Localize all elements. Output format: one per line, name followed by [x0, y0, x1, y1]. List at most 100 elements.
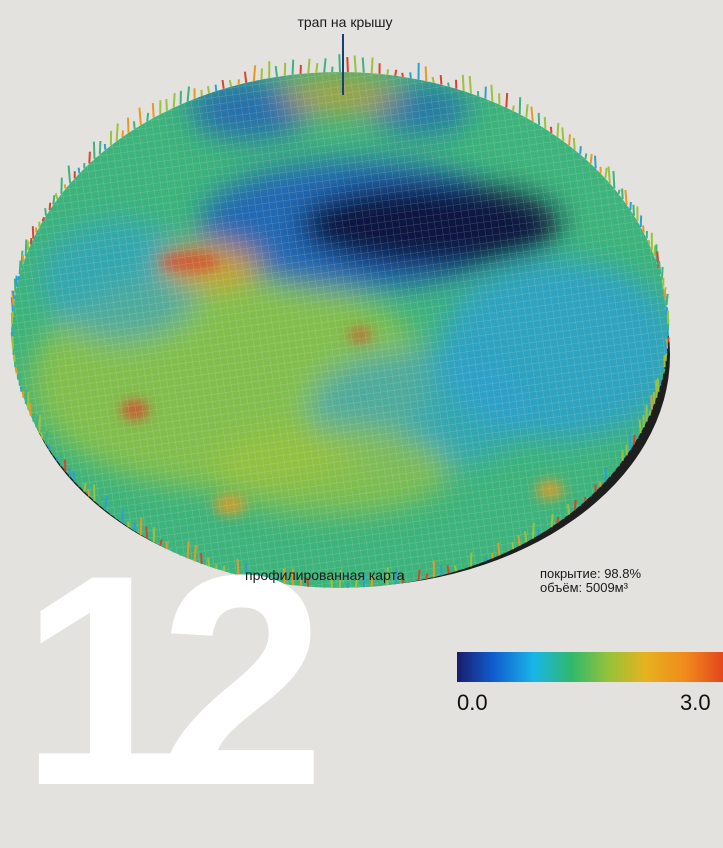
- rim-spike: [426, 573, 427, 579]
- rim-spike: [23, 255, 24, 262]
- rim-spike: [663, 369, 664, 374]
- rim-spike: [372, 57, 373, 73]
- rim-spike: [216, 85, 217, 91]
- rim-spike: [26, 240, 27, 257]
- rim-spike: [105, 496, 106, 511]
- rim-spike: [630, 433, 631, 450]
- rim-spike: [625, 190, 626, 205]
- rim-spike: [174, 93, 175, 108]
- rim-spike: [56, 193, 58, 199]
- stats-block: покрытие: 98.8% объём: 5009м³: [540, 567, 641, 595]
- rim-spike: [65, 459, 66, 471]
- color-scale-bar: [457, 652, 723, 682]
- rim-spike: [355, 55, 356, 72]
- rim-spike: [254, 65, 255, 81]
- roof-hatch-callout: трап на крышу: [250, 14, 440, 30]
- rim-spike: [657, 251, 658, 268]
- rim-spike: [613, 171, 614, 189]
- rim-spike: [94, 485, 95, 502]
- rim-spike: [411, 572, 412, 582]
- rim-spike: [498, 543, 499, 556]
- map-caption: профилированная карта: [245, 567, 405, 583]
- rim-spike: [636, 428, 637, 438]
- rim-spike: [462, 560, 463, 569]
- rim-spike: [117, 124, 118, 142]
- rim-spike: [46, 431, 47, 444]
- rim-spike: [15, 362, 16, 368]
- rim-spike: [41, 432, 42, 438]
- rim-spike: [308, 59, 309, 73]
- rim-spike: [89, 152, 90, 164]
- rim-spike: [531, 107, 532, 122]
- rim-spike: [339, 54, 340, 72]
- rim-spike: [26, 390, 27, 404]
- rim-spike: [478, 550, 479, 564]
- rim-spike: [654, 246, 655, 257]
- rim-spike: [276, 66, 277, 77]
- rim-spike: [419, 570, 420, 581]
- rim-spike: [463, 75, 464, 91]
- rim-spike: [33, 226, 34, 238]
- rim-spike: [147, 113, 148, 121]
- rim-spike: [45, 208, 46, 216]
- rim-spike: [622, 189, 623, 200]
- rim-spike: [69, 166, 71, 184]
- rim-spike: [641, 215, 642, 227]
- rim-spike: [649, 240, 650, 244]
- rim-spike: [230, 80, 231, 87]
- rim-spike: [654, 392, 655, 404]
- rim-spike: [586, 154, 587, 159]
- rim-spike: [188, 87, 189, 102]
- rim-spike: [667, 294, 668, 305]
- rim-spike: [22, 251, 23, 269]
- rim-spike: [470, 76, 471, 94]
- rim-spike: [580, 146, 581, 154]
- scale-max-label: 3.0: [680, 690, 711, 716]
- rim-spike: [363, 58, 364, 73]
- rim-spike: [640, 420, 641, 433]
- rim-spike: [591, 154, 592, 164]
- rim-spike: [574, 138, 575, 150]
- rim-spike: [49, 445, 50, 450]
- rim-spike: [568, 504, 569, 514]
- rim-spike: [518, 535, 519, 546]
- rim-spike: [100, 141, 101, 154]
- rim-spike: [552, 514, 553, 527]
- rim-spike: [94, 142, 95, 159]
- rim-spike: [658, 378, 659, 391]
- rim-spike: [18, 276, 19, 280]
- rim-spike: [128, 118, 129, 133]
- rim-spike: [395, 70, 396, 76]
- rim-spike: [31, 238, 32, 244]
- rim-spike: [441, 75, 442, 85]
- rim-spike: [448, 565, 449, 573]
- rim-spike: [433, 77, 434, 83]
- rim-spike: [448, 83, 449, 87]
- rim-spike: [538, 530, 539, 535]
- rim-spike: [402, 73, 403, 77]
- coverage-stat: покрытие: 98.8%: [540, 567, 641, 581]
- rim-spike: [347, 57, 348, 72]
- rim-spike: [595, 156, 596, 169]
- rim-spike: [426, 66, 427, 81]
- rim-spike: [506, 93, 507, 108]
- rim-spike: [105, 144, 106, 150]
- rim-spike: [153, 103, 154, 118]
- rim-spike: [668, 337, 669, 342]
- rim-spike: [520, 97, 521, 114]
- rim-spike: [208, 86, 209, 93]
- rim-spike: [410, 72, 411, 78]
- rim-spike: [139, 108, 141, 125]
- rim-spike: [387, 69, 388, 74]
- rim-spike: [491, 85, 492, 102]
- rim-spike: [455, 566, 456, 571]
- rim-spike: [74, 471, 75, 481]
- rim-spike: [563, 502, 564, 519]
- rim-spike: [513, 542, 514, 549]
- rim-spike: [634, 435, 635, 445]
- rim-spike: [123, 130, 124, 137]
- rim-spike: [525, 531, 526, 542]
- rim-spike: [79, 168, 80, 174]
- rim-spike: [505, 547, 506, 553]
- rim-spike: [579, 496, 580, 506]
